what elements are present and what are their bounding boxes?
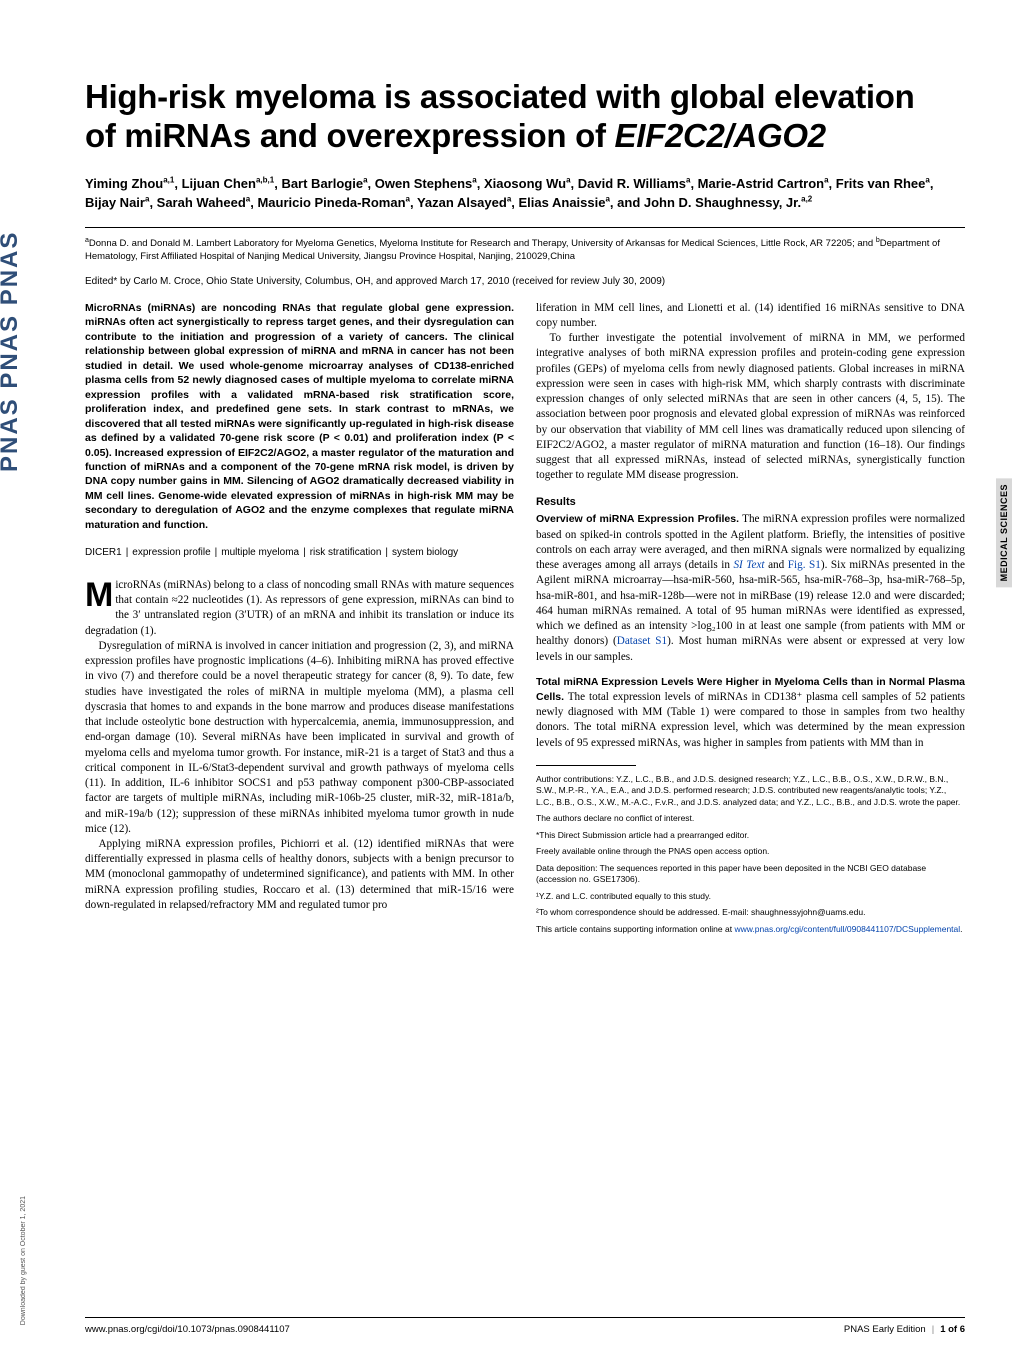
intro-p2: Dysregulation of miRNA is involved in ca… [85,639,514,837]
title-gene: EIF2C2/AGO2 [615,117,826,154]
fn-conflict: The authors declare no conflict of inter… [536,813,965,824]
col2-p1: liferation in MM cell lines, and Lionett… [536,301,965,331]
total-para: Total miRNA Expression Levels Were Highe… [536,675,965,751]
kw-2: multiple myeloma [221,547,299,558]
col2-body: liferation in MM cell lines, and Lionett… [536,301,965,751]
fn-supplemental: This article contains supporting informa… [536,924,965,935]
body-text: MicroRNAs (miRNAs) belong to a class of … [85,578,514,913]
abstract: MicroRNAs (miRNAs) are noncoding RNAs th… [85,301,514,533]
si-text-link[interactable]: SI Text [733,559,764,571]
keywords: DICER1|expression profile|multiple myelo… [85,546,514,560]
fn-correspondence: ²To whom correspondence should be addres… [536,907,965,918]
title-line1: High-risk myeloma is associated with glo… [85,78,915,115]
kw-0: DICER1 [85,547,122,558]
article-title: High-risk myeloma is associated with glo… [85,78,965,156]
pnas-logo: PNAS PNAS PNAS [0,132,30,472]
edited-line: Edited* by Carlo M. Croce, Ohio State Un… [85,276,965,287]
abstract-text: MicroRNAs (miRNAs) are noncoding RNAs th… [85,302,514,531]
title-line2: of miRNAs and overexpression of [85,117,615,154]
intro-p3: Applying miRNA expression profiles, Pich… [85,837,514,913]
footer-page-info: PNAS Early Edition|1 of 6 [844,1324,965,1335]
journal-sidebar: PNAS PNAS PNAS [0,0,35,1365]
fig-s1-link[interactable]: Fig. S1 [788,559,821,571]
article-content: High-risk myeloma is associated with glo… [85,78,965,935]
affiliations: aDonna D. and Donald M. Lambert Laborato… [85,227,965,264]
download-note: Downloaded by guest on October 1, 2021 [20,1196,27,1325]
author-list: Yiming Zhoua,1, Lijuan Chena,b,1, Bart B… [85,174,965,213]
article-columns: MicroRNAs (miRNAs) are noncoding RNAs th… [85,301,965,935]
fn-editor: *This Direct Submission article had a pr… [536,830,965,841]
results-header: Results [536,495,965,510]
footer-doi[interactable]: www.pnas.org/cgi/doi/10.1073/pnas.090844… [85,1324,290,1335]
col2-p2: To further investigate the potential inv… [536,331,965,483]
section-label: MEDICAL SCIENCES [996,478,1012,587]
fn-contributions: Author contributions: Y.Z., L.C., B.B., … [536,774,965,808]
fn-equal: ¹Y.Z. and L.C. contributed equally to th… [536,891,965,902]
fn-data-deposit: Data deposition: The sequences reported … [536,863,965,886]
footnotes: Author contributions: Y.Z., L.C., B.B., … [536,774,965,935]
dataset-s1-link[interactable]: Dataset S1 [617,635,667,647]
dropcap: M [85,578,115,610]
fn-open-access: Freely available online through the PNAS… [536,846,965,857]
kw-3: risk stratification [310,547,382,558]
kw-4: system biology [392,547,458,558]
footnotes-separator [536,765,636,766]
kw-1: expression profile [132,547,210,558]
supplemental-link[interactable]: www.pnas.org/cgi/content/full/0908441107… [734,924,960,934]
intro-p1: MicroRNAs (miRNAs) belong to a class of … [85,578,514,639]
overview-header: Overview of miRNA Expression Profiles. [536,513,739,525]
page-footer: www.pnas.org/cgi/doi/10.1073/pnas.090844… [85,1317,965,1335]
overview-para: Overview of miRNA Expression Profiles. T… [536,512,965,664]
